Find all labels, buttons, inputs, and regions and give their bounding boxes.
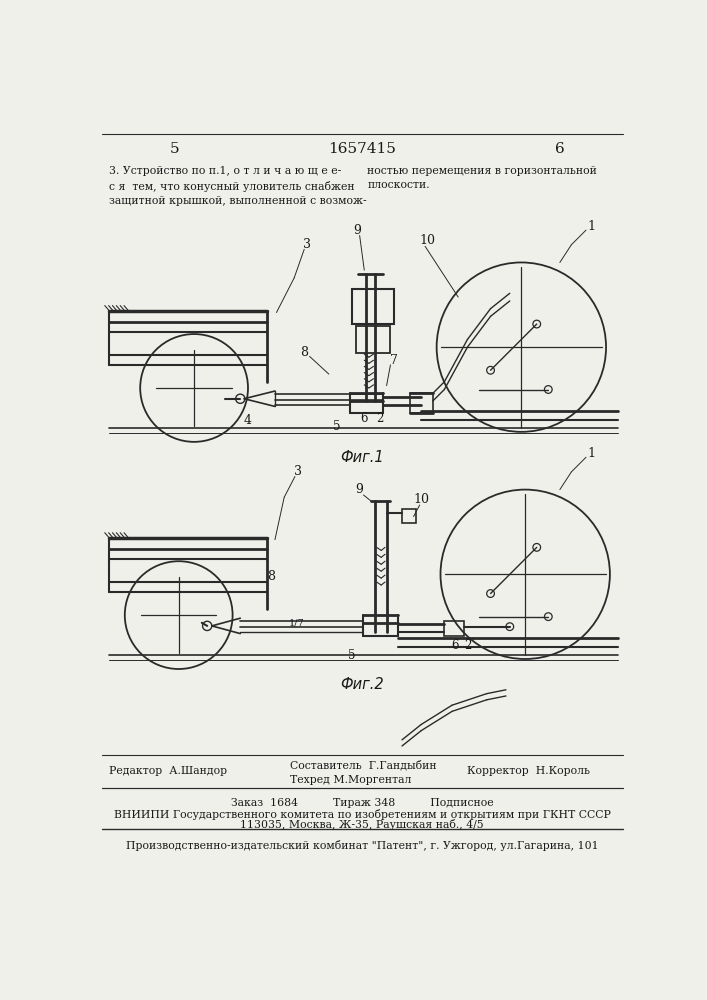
Text: ВНИИПИ Государственного комитета по изобретениям и открытиям при ГКНТ СССР: ВНИИПИ Государственного комитета по изоб… — [114, 809, 610, 820]
Bar — [444, 620, 464, 636]
Text: Составитель  Г.Гандыбин
Техред М.Моргентал: Составитель Г.Гандыбин Техред М.Моргента… — [291, 760, 437, 785]
Text: Заказ  1684          Тираж 348          Подписное: Заказ 1684 Тираж 348 Подписное — [230, 798, 493, 808]
Text: Производственно-издательский комбинат "Патент", г. Ужгород, ул.Гагарина, 101: Производственно-издательский комбинат "П… — [126, 840, 598, 851]
Text: 6: 6 — [451, 639, 459, 652]
Text: 1/7: 1/7 — [288, 618, 305, 627]
Text: 8: 8 — [267, 570, 275, 583]
Text: Фиг.1: Фиг.1 — [340, 450, 384, 465]
Bar — [409, 393, 433, 413]
Text: 1: 1 — [588, 447, 595, 460]
Text: Редактор  А.Шандор: Редактор А.Шандор — [110, 766, 228, 776]
Text: 7: 7 — [390, 354, 398, 367]
Text: 3: 3 — [303, 238, 311, 251]
Text: 8: 8 — [300, 346, 308, 359]
Text: 6: 6 — [555, 142, 565, 156]
Text: 5: 5 — [348, 649, 356, 662]
Bar — [352, 289, 395, 324]
Text: 2: 2 — [376, 412, 383, 425]
Text: Корректор  Н.Король: Корректор Н.Король — [467, 766, 590, 776]
Text: 10: 10 — [419, 234, 436, 247]
Bar — [402, 509, 416, 523]
Text: 4: 4 — [244, 414, 252, 427]
Text: 1657415: 1657415 — [328, 142, 396, 156]
Text: Фиг.2: Фиг.2 — [340, 677, 384, 692]
Text: 1: 1 — [588, 220, 595, 233]
Text: 113035, Москва, Ж-35, Раушская наб., 4/5: 113035, Москва, Ж-35, Раушская наб., 4/5 — [240, 819, 484, 830]
Text: 2: 2 — [464, 639, 471, 652]
Text: 6: 6 — [361, 412, 368, 425]
Text: ностью перемещения в горизонтальной
плоскости.: ностью перемещения в горизонтальной плос… — [368, 166, 597, 190]
Text: 9: 9 — [356, 483, 363, 496]
Text: 9: 9 — [354, 224, 361, 237]
Text: 10: 10 — [414, 493, 429, 506]
Text: 3: 3 — [294, 465, 302, 478]
Text: 3. Устройство по п.1, о т л и ч а ю щ е е-
с я  тем, что конусный уловитель снаб: 3. Устройство по п.1, о т л и ч а ю щ е … — [110, 166, 367, 206]
Text: 5: 5 — [333, 420, 340, 433]
Bar — [356, 326, 390, 353]
Text: 5: 5 — [170, 142, 180, 156]
